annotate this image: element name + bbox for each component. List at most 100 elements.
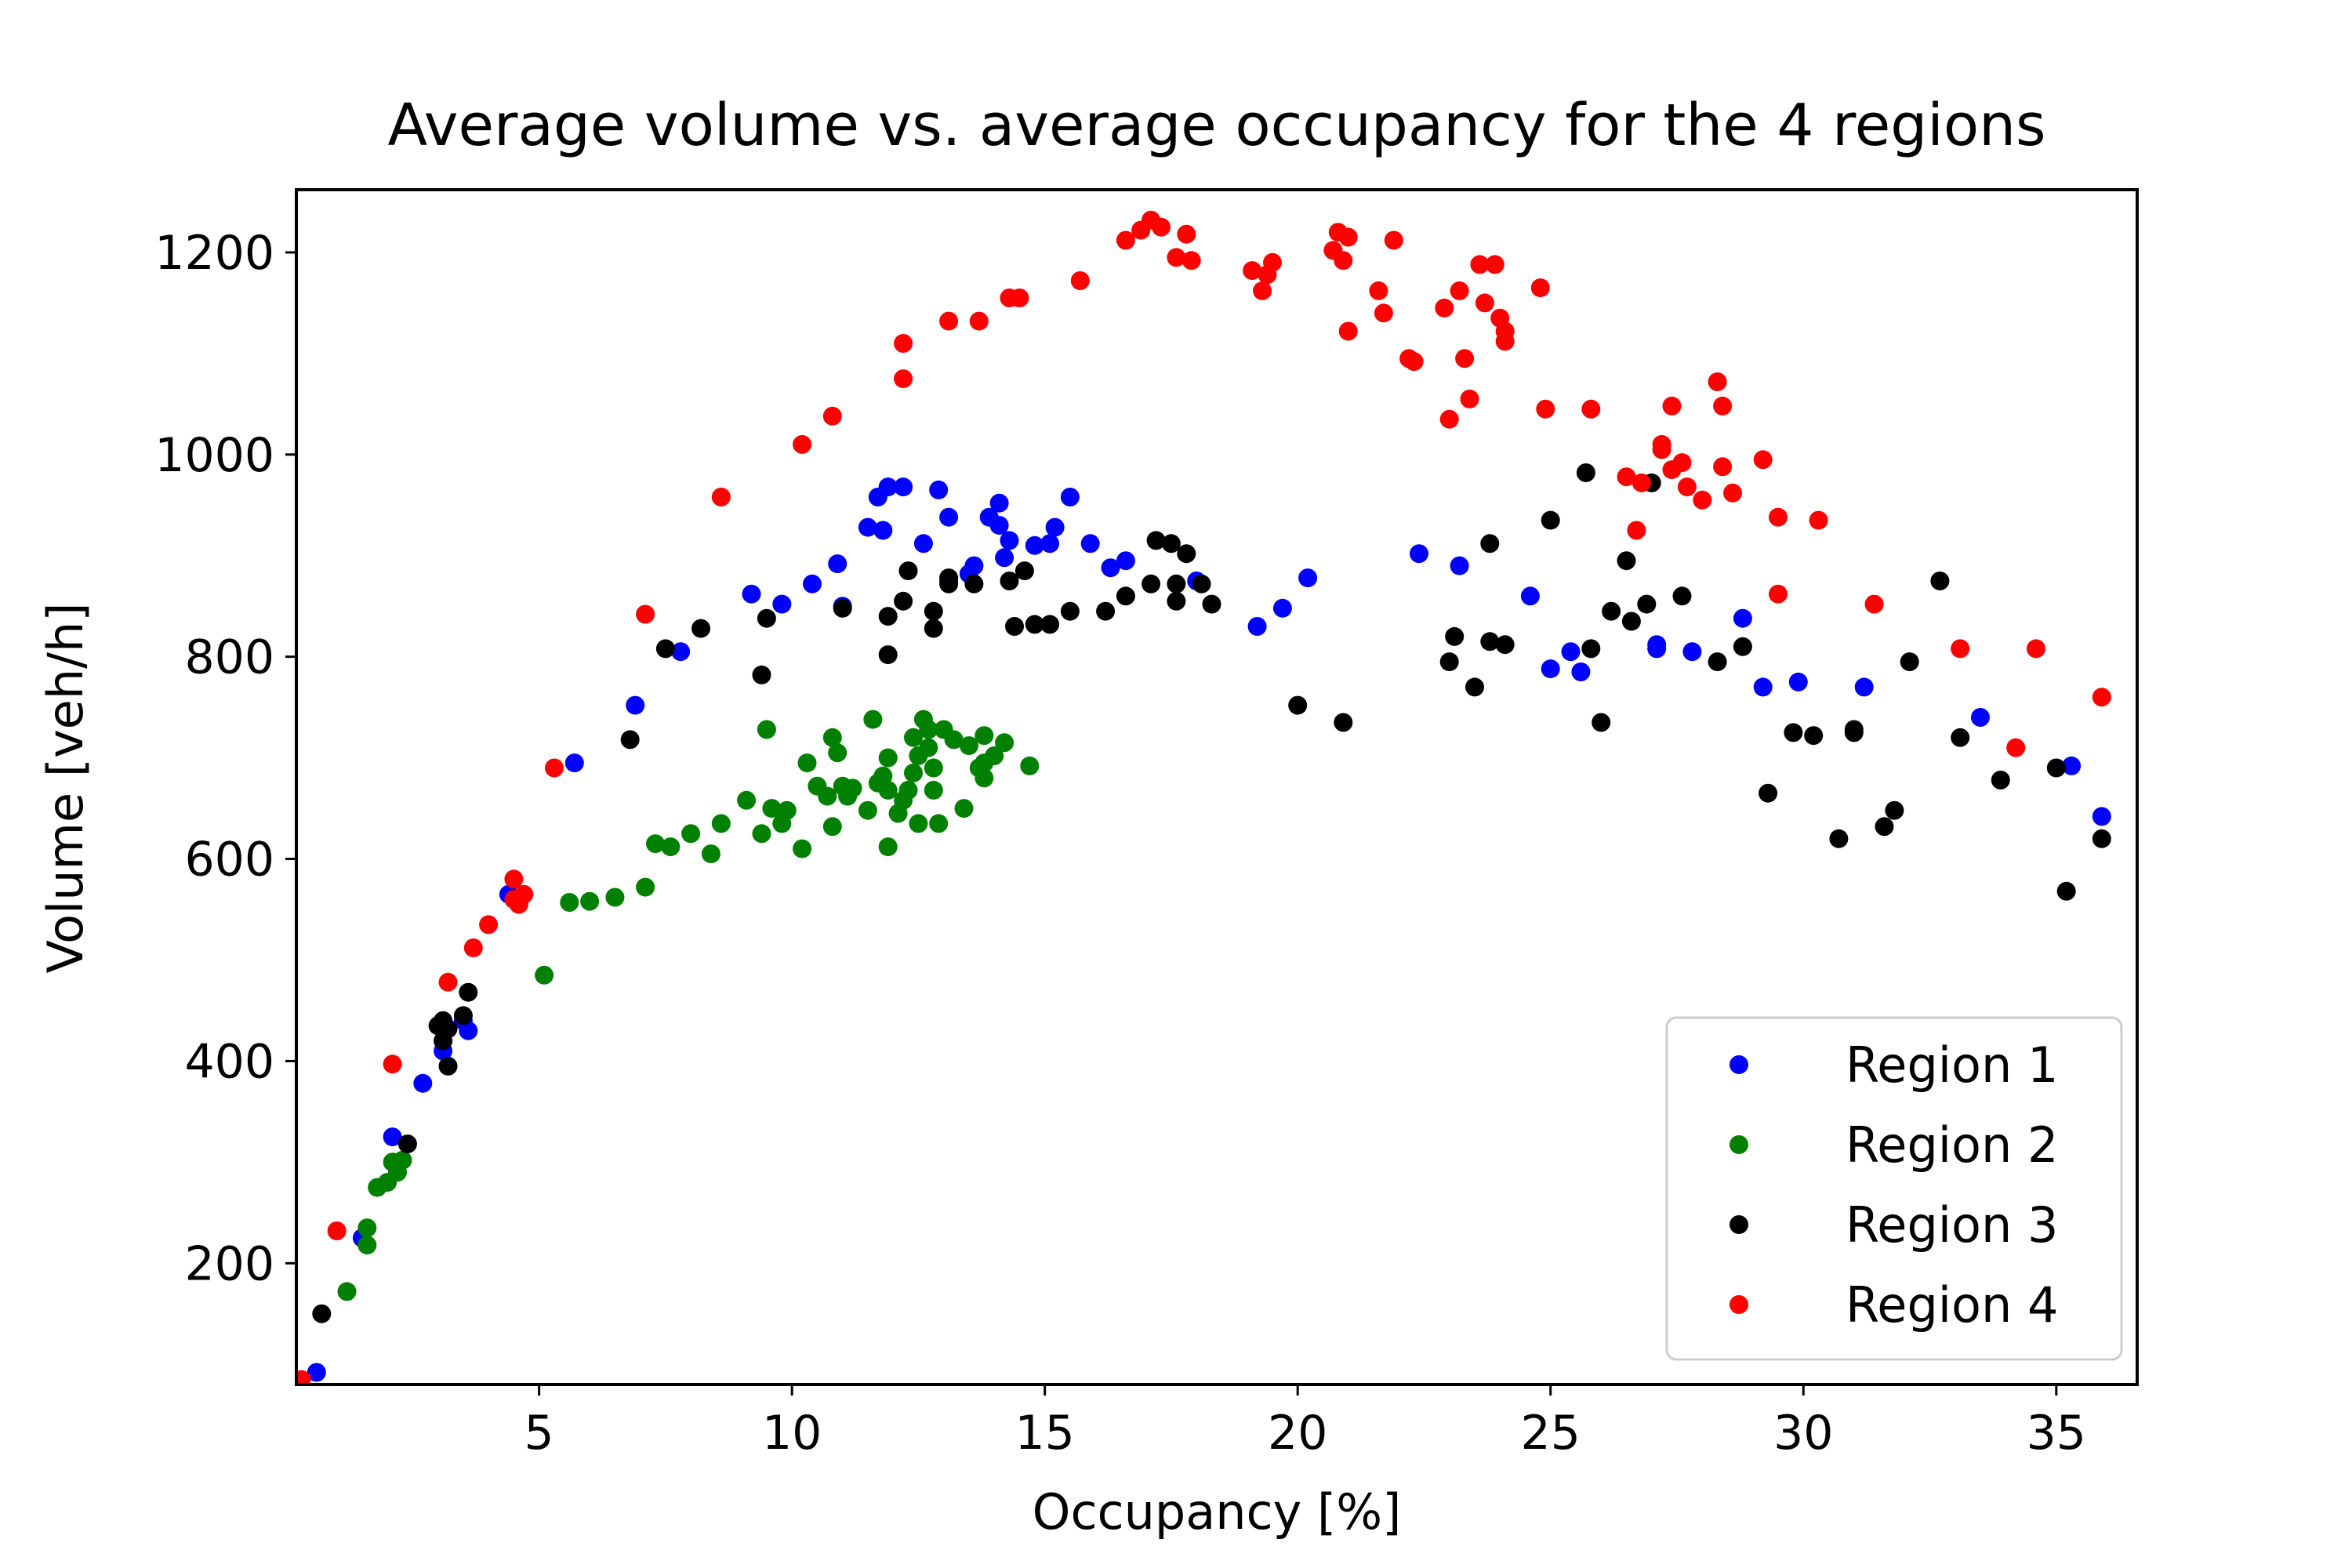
point-region-4 — [822, 406, 842, 426]
point-region-3 — [1637, 594, 1657, 614]
point-region-4 — [1439, 409, 1459, 429]
point-region-3 — [1804, 726, 1824, 746]
point-region-4 — [1485, 255, 1504, 274]
point-region-3 — [1146, 531, 1166, 550]
point-region-1 — [2062, 756, 2082, 775]
plot-frame — [295, 188, 2139, 1386]
point-region-1 — [894, 477, 913, 497]
point-region-4 — [1632, 473, 1651, 492]
point-region-3 — [1116, 586, 1135, 606]
legend-label: Region 3 — [1846, 1196, 2058, 1254]
point-region-1 — [1025, 535, 1044, 555]
point-region-4 — [1713, 457, 1733, 477]
point-region-1 — [1116, 551, 1135, 571]
point-region-3 — [894, 591, 913, 611]
x-tick-label: 35 — [2027, 1406, 2086, 1461]
point-region-2 — [535, 965, 554, 985]
x-tick-label: 20 — [1268, 1406, 1327, 1461]
point-region-3 — [459, 982, 478, 1002]
y-tick-label: 600 — [184, 833, 274, 887]
point-region-2 — [944, 730, 964, 750]
point-region-3 — [1602, 601, 1621, 621]
point-region-3 — [1592, 713, 1611, 732]
point-region-3 — [453, 1006, 473, 1025]
point-region-4 — [1243, 261, 1262, 281]
x-axis-label: Occupancy [%] — [1033, 1483, 1402, 1541]
point-region-4 — [327, 1221, 347, 1240]
x-tick-label: 15 — [1015, 1406, 1075, 1461]
legend-label: Region 4 — [1846, 1276, 2058, 1334]
point-region-4 — [1374, 303, 1393, 323]
point-region-3 — [1844, 723, 1864, 742]
legend-marker — [1730, 1295, 1748, 1314]
point-region-3 — [1759, 783, 1778, 803]
point-region-4 — [296, 1370, 311, 1385]
point-region-3 — [1014, 561, 1034, 581]
point-region-2 — [828, 743, 848, 763]
point-region-4 — [711, 488, 731, 506]
y-axis-label: Volume [veh/h] — [37, 603, 94, 974]
point-region-3 — [833, 598, 852, 618]
point-region-3 — [312, 1304, 332, 1323]
point-region-3 — [1900, 652, 1919, 672]
point-region-2 — [878, 837, 898, 857]
legend: Region 1 Region 2 Region 3 Region 4 — [1665, 1016, 2123, 1361]
point-region-1 — [1247, 617, 1267, 636]
point-region-1 — [671, 642, 691, 662]
point-region-2 — [752, 824, 771, 844]
x-tick-label: 5 — [524, 1406, 554, 1461]
point-region-2 — [843, 779, 862, 798]
legend-marker — [1730, 1055, 1748, 1074]
point-region-1 — [307, 1363, 326, 1382]
point-region-1 — [1272, 598, 1292, 618]
point-region-4 — [1384, 230, 1403, 250]
point-region-1 — [939, 507, 959, 527]
point-region-2 — [762, 799, 782, 818]
point-region-4 — [1495, 332, 1515, 351]
point-region-2 — [636, 877, 655, 897]
point-region-2 — [904, 728, 923, 747]
point-region-3 — [1708, 652, 1727, 672]
point-region-3 — [1025, 615, 1044, 634]
point-region-3 — [1621, 612, 1641, 631]
point-region-1 — [2092, 807, 2111, 826]
point-region-1 — [1450, 556, 1469, 575]
point-region-1 — [1080, 534, 1100, 554]
point-region-3 — [924, 601, 943, 621]
point-region-4 — [1263, 252, 1282, 272]
point-region-4 — [1864, 594, 1884, 614]
point-region-1 — [1682, 642, 1702, 662]
point-region-3 — [1000, 572, 1019, 590]
point-region-4 — [1693, 490, 1712, 510]
point-region-4 — [1652, 434, 1671, 454]
point-region-1 — [1000, 531, 1019, 550]
point-region-3 — [2092, 829, 2111, 848]
point-region-1 — [1298, 568, 1318, 588]
point-region-1 — [858, 517, 877, 537]
point-region-3 — [898, 561, 918, 581]
point-region-2 — [793, 839, 812, 858]
x-tick-label: 30 — [1773, 1406, 1833, 1461]
point-region-1 — [742, 584, 761, 604]
point-region-4 — [1581, 399, 1601, 419]
point-region-3 — [924, 619, 943, 638]
point-region-4 — [894, 334, 913, 353]
point-region-4 — [939, 311, 959, 331]
point-region-4 — [1181, 251, 1201, 270]
point-region-4 — [1617, 467, 1636, 487]
point-region-4 — [1177, 224, 1196, 244]
point-region-3 — [397, 1134, 417, 1154]
point-region-3 — [1060, 601, 1080, 621]
point-region-1 — [772, 594, 792, 614]
point-region-3 — [1177, 544, 1196, 564]
point-region-1 — [1788, 672, 1808, 691]
point-region-2 — [924, 758, 943, 778]
point-region-4 — [545, 758, 564, 778]
point-region-3 — [1875, 817, 1894, 837]
point-region-2 — [681, 824, 701, 844]
point-region-3 — [1733, 637, 1752, 656]
point-region-4 — [894, 369, 913, 389]
point-region-4 — [1677, 477, 1697, 497]
point-region-3 — [1495, 635, 1515, 655]
